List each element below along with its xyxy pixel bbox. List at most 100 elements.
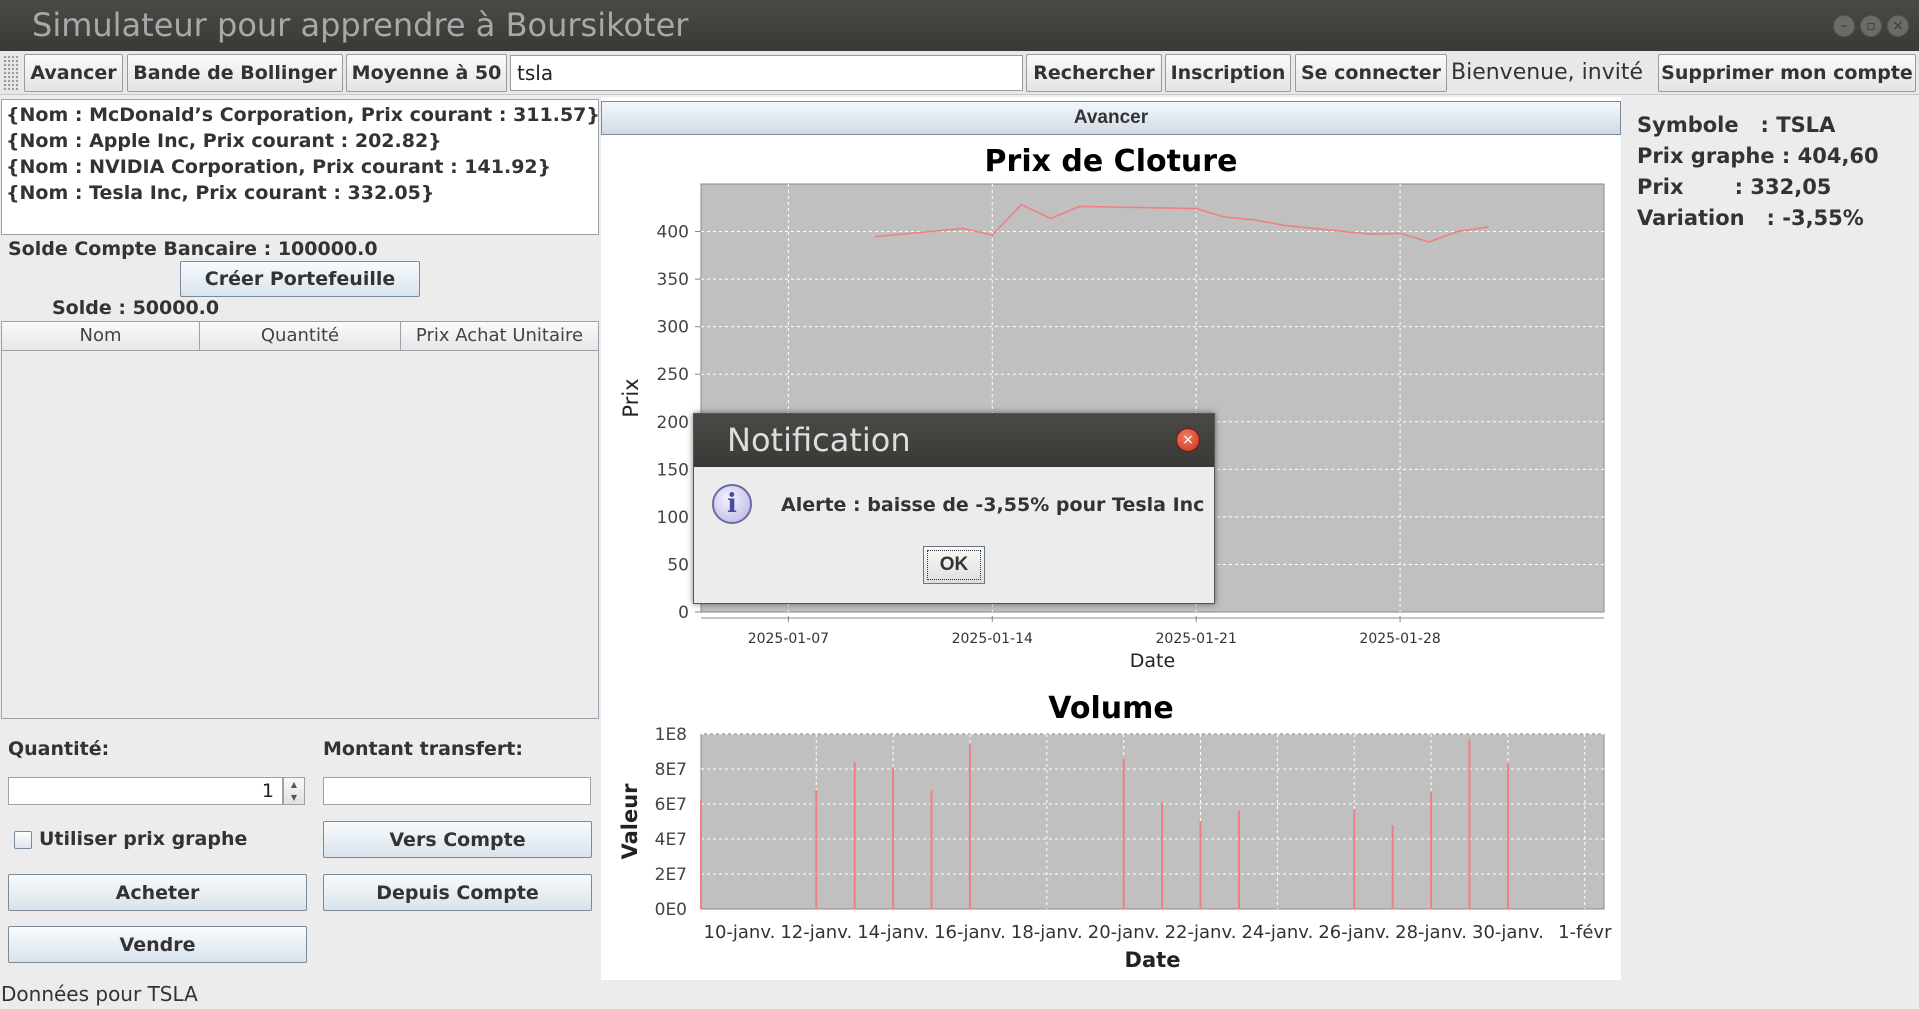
- price-y-tick-label: 350: [657, 270, 689, 290]
- volume-x-tick-label: 26-janv.: [1318, 922, 1390, 943]
- dialog-title: Notification: [727, 421, 911, 459]
- depuis-compte-button[interactable]: Depuis Compte: [323, 874, 592, 911]
- volume-x-tick-label: 24-janv.: [1241, 922, 1313, 943]
- volume-bar: [1430, 791, 1433, 909]
- close-icon[interactable]: ×: [1176, 428, 1200, 452]
- volume-x-tick-label: 30-janv.: [1472, 922, 1544, 943]
- volume-x-tick-label: 1-févr: [1558, 922, 1612, 943]
- stock-list[interactable]: {Nom : McDonald’s Corporation, Prix cour…: [1, 99, 600, 235]
- column-header-nom[interactable]: Nom: [2, 322, 200, 350]
- quantity-stepper[interactable]: ▲ ▼: [283, 777, 305, 805]
- use-graph-price-label[interactable]: Utiliser prix graphe: [39, 828, 248, 850]
- volume-y-axis-label: Valeur: [618, 783, 642, 860]
- portfolio-table[interactable]: Nom Quantité Prix Achat Unitaire: [1, 321, 599, 719]
- volume-y-tick-label: 4E7: [655, 830, 687, 850]
- symbol-label: Symbole : TSLA: [1637, 113, 1836, 137]
- list-item[interactable]: {Nom : NVIDIA Corporation, Prix courant …: [6, 156, 552, 178]
- volume-bar: [1161, 802, 1164, 909]
- chart-avancer-button[interactable]: Avancer: [601, 101, 1621, 135]
- volume-bar: [892, 767, 895, 909]
- vendre-button[interactable]: Vendre: [8, 926, 307, 963]
- creer-portefeuille-button[interactable]: Créer Portefeuille: [180, 261, 420, 297]
- window-titlebar: Simulateur pour apprendre à Boursikoter …: [0, 0, 1919, 51]
- price-y-tick-label: 300: [657, 318, 689, 338]
- use-graph-price-checkbox[interactable]: [14, 831, 32, 849]
- volume-bar: [1391, 825, 1394, 909]
- volume-bar: [1506, 763, 1509, 909]
- column-header-quantite[interactable]: Quantité: [200, 322, 401, 350]
- avancer-button[interactable]: Avancer: [24, 54, 123, 92]
- price-y-tick-label: 200: [657, 413, 689, 433]
- left-panel: {Nom : McDonald’s Corporation, Prix cour…: [0, 97, 601, 980]
- bollinger-button[interactable]: Bande de Bollinger: [127, 54, 343, 92]
- price-data-point: [1078, 205, 1081, 208]
- maximize-icon[interactable]: ▫: [1860, 15, 1882, 37]
- notification-dialog: Notification × i Alerte : baisse de -3,5…: [693, 413, 1215, 604]
- price-y-tick-label: 400: [657, 223, 689, 243]
- ok-button[interactable]: OK: [923, 546, 985, 584]
- list-item[interactable]: {Nom : Apple Inc, Prix courant : 202.82}: [6, 130, 442, 152]
- volume-bar: [1237, 811, 1240, 909]
- price-data-point: [1399, 232, 1402, 235]
- rechercher-button[interactable]: Rechercher: [1026, 54, 1162, 92]
- list-item[interactable]: {Nom : McDonald’s Corporation, Prix cour…: [6, 104, 600, 126]
- volume-y-tick-label: 2E7: [655, 865, 687, 885]
- price-data-point: [1282, 224, 1285, 227]
- price-data-point: [1049, 217, 1052, 220]
- price-y-tick-label: 100: [657, 508, 689, 528]
- volume-y-tick-label: 8E7: [655, 760, 687, 780]
- vers-compte-button[interactable]: Vers Compte: [323, 821, 592, 858]
- volume-x-tick-label: 16-janv.: [934, 922, 1006, 943]
- status-bar: Données pour TSLA: [0, 980, 1919, 1009]
- info-icon: i: [712, 484, 752, 524]
- variation-label: Variation : -3,55%: [1637, 206, 1864, 230]
- se-connecter-button[interactable]: Se connecter: [1295, 54, 1447, 92]
- volume-bar: [1122, 758, 1125, 909]
- price-y-tick-label: 150: [657, 460, 689, 480]
- search-input[interactable]: tsla: [510, 55, 1023, 91]
- price-data-point: [1369, 233, 1372, 236]
- volume-y-tick-label: 6E7: [655, 795, 687, 815]
- volume-x-axis-label: Date: [1125, 948, 1181, 972]
- price-label: Prix : 332,05: [1637, 175, 1832, 199]
- stepper-up-icon[interactable]: ▲: [290, 780, 298, 789]
- price-x-axis-label: Date: [1130, 650, 1175, 672]
- volume-x-tick-label: 28-janv.: [1395, 922, 1467, 943]
- volume-bar: [968, 744, 971, 909]
- volume-x-tick-label: 14-janv.: [857, 922, 929, 943]
- supprimer-compte-button[interactable]: Supprimer mon compte: [1658, 54, 1916, 92]
- quantity-label: Quantité:: [8, 738, 110, 760]
- volume-bar: [1353, 809, 1356, 909]
- volume-y-tick-label: 0E0: [655, 900, 687, 920]
- acheter-button[interactable]: Acheter: [8, 874, 307, 911]
- volume-x-tick-label: 10-janv.: [704, 922, 776, 943]
- inscription-button[interactable]: Inscription: [1165, 54, 1291, 92]
- close-window-icon[interactable]: ×: [1887, 15, 1909, 37]
- volume-chart-title: Volume: [1048, 691, 1173, 726]
- price-y-axis-label: Prix: [619, 378, 643, 417]
- price-x-tick-label: 2025-01-07: [748, 631, 829, 647]
- price-y-tick-label: 250: [657, 365, 689, 385]
- column-header-prix-achat[interactable]: Prix Achat Unitaire: [415, 325, 584, 346]
- volume-bar: [1199, 821, 1202, 909]
- graph-price-label: Prix graphe : 404,60: [1637, 144, 1879, 168]
- dialog-titlebar: Notification ×: [694, 414, 1214, 467]
- table-header: Nom Quantité Prix Achat Unitaire: [2, 322, 598, 351]
- quantity-input[interactable]: 1: [8, 777, 283, 805]
- window-title: Simulateur pour apprendre à Boursikoter: [32, 6, 689, 44]
- portfolio-solde-label: Solde : 50000.0: [52, 297, 220, 319]
- volume-x-tick-label: 18-janv.: [1011, 922, 1083, 943]
- volume-x-tick-label: 20-janv.: [1088, 922, 1160, 943]
- price-data-point: [1224, 216, 1227, 219]
- price-data-point: [1457, 230, 1460, 233]
- price-y-tick-label: 0: [678, 603, 689, 623]
- toolbar-grip-icon[interactable]: [3, 55, 19, 91]
- list-item[interactable]: {Nom : Tesla Inc, Prix courant : 332.05}: [6, 182, 435, 204]
- stepper-down-icon[interactable]: ▼: [290, 793, 298, 802]
- price-chart-title: Prix de Cloture: [985, 144, 1238, 179]
- transfer-amount-input[interactable]: [323, 777, 591, 805]
- bank-balance-label: Solde Compte Bancaire : 100000.0: [8, 238, 378, 260]
- minimize-icon[interactable]: –: [1833, 15, 1855, 37]
- transfer-amount-label: Montant transfert:: [323, 738, 523, 760]
- moyenne-50-button[interactable]: Moyenne à 50: [346, 54, 507, 92]
